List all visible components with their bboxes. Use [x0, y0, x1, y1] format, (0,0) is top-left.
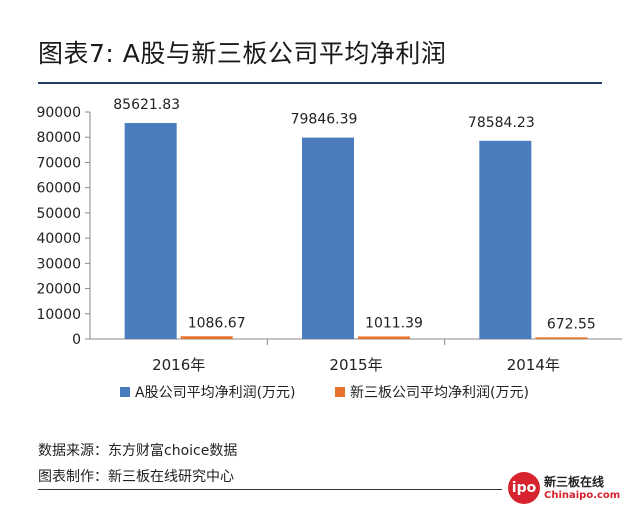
x-tick-label: 2015年 [329, 356, 382, 374]
bar-chart: 0 10000 20000 30000 40000 50000 60000 70000 8000… [36, 97, 622, 401]
data-source-note: 数据来源：东方财富choice数据 [38, 443, 238, 459]
legend-swatch [335, 387, 345, 397]
chinaipo-logo: ipo 新三板在线 Chinaipo.com [508, 472, 620, 512]
data-label: 1086.67 [188, 315, 246, 331]
chart-credit-note: 图表制作：新三板在线研究中心 [38, 469, 234, 485]
bar [535, 337, 588, 339]
bar [124, 123, 177, 339]
y-tick-label: 60000 [36, 181, 81, 197]
legend-swatch [120, 387, 130, 397]
chart-title: 图表7: A股与新三板公司平均净利润 [38, 39, 447, 68]
logo-name-cn: 新三板在线 [544, 475, 605, 489]
bar [358, 336, 410, 339]
footer-divider [38, 489, 502, 490]
y-tick-label: 70000 [36, 155, 81, 171]
x-tick-label: 2014年 [507, 356, 560, 374]
title-divider [38, 82, 602, 84]
y-tick-label: 80000 [36, 130, 81, 146]
y-tick-label: 10000 [36, 307, 81, 323]
y-tick-label: 50000 [36, 206, 81, 222]
data-label: 78584.23 [468, 115, 535, 131]
bar [479, 140, 532, 339]
data-label: 85621.83 [113, 97, 180, 113]
y-tick-label: 40000 [36, 231, 81, 247]
y-tick-label: 20000 [36, 282, 81, 298]
bar [180, 336, 233, 339]
data-label: 1011.39 [365, 315, 423, 331]
logo-badge: ipo [508, 472, 540, 504]
legend-label: A股公司平均净利润(万元) [135, 385, 296, 401]
logo-name-en: Chinaipo.com [544, 490, 621, 501]
legend-label: 新三板公司平均净利润(万元) [350, 385, 529, 401]
data-label: 672.55 [547, 316, 596, 332]
y-tick-label: 90000 [36, 105, 81, 121]
data-label: 79846.39 [291, 112, 358, 128]
y-tick-label: 30000 [36, 256, 81, 272]
y-tick-label: 0 [72, 332, 81, 348]
bar [302, 137, 354, 339]
x-tick-label: 2016年 [152, 356, 205, 374]
